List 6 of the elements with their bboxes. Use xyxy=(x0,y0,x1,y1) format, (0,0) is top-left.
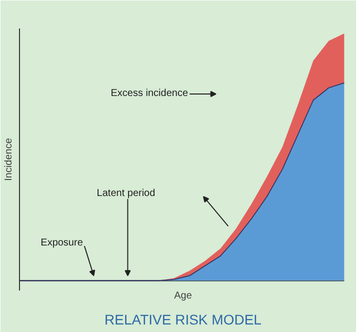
annotation: Exposure xyxy=(40,237,84,248)
y-axis-title: Incidence xyxy=(4,138,14,181)
x-axis-title: Age xyxy=(174,290,192,302)
annotation: Latent period xyxy=(96,188,156,200)
text: RELATIVE RISK MODEL xyxy=(104,312,262,328)
annotation: Excess incidence xyxy=(110,88,188,99)
